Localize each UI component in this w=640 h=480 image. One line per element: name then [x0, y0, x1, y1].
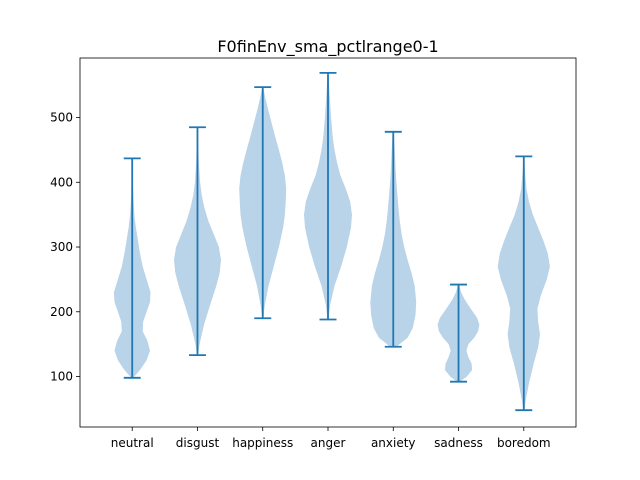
violin-boredom: [497, 155, 550, 412]
y-tick-label-400: 400: [50, 175, 73, 189]
chart-title: F0finEnv_sma_pctlrange0-1: [217, 37, 438, 57]
y-tick-label-200: 200: [50, 305, 73, 319]
y-tick-label-300: 300: [50, 240, 73, 254]
violin-happiness: [239, 86, 287, 320]
x-tick-label-boredom: boredom: [497, 436, 551, 450]
y-tick-label-100: 100: [50, 370, 73, 384]
x-tick-label-anger: anger: [311, 436, 346, 450]
y-tick-label-500: 500: [50, 111, 73, 125]
x-tick-label-disgust: disgust: [176, 436, 220, 450]
plot-frame: [79, 57, 577, 428]
violin-layer: [113, 71, 550, 412]
x-axis: neutral disgust happiness anger anxiety sadne…: [111, 427, 551, 450]
violin-disgust: [174, 126, 221, 357]
x-tick-label-anxiety: anxiety: [371, 436, 416, 450]
violin-anxiety: [370, 130, 417, 348]
violin-sadness: [437, 283, 480, 383]
violin-anger: [304, 71, 352, 321]
violin-neutral: [113, 157, 151, 379]
x-tick-label-sadness: sadness: [434, 436, 483, 450]
y-axis: 100 200 300 400 500: [50, 111, 80, 384]
x-tick-label-happiness: happiness: [232, 436, 293, 450]
x-tick-label-neutral: neutral: [111, 436, 154, 450]
